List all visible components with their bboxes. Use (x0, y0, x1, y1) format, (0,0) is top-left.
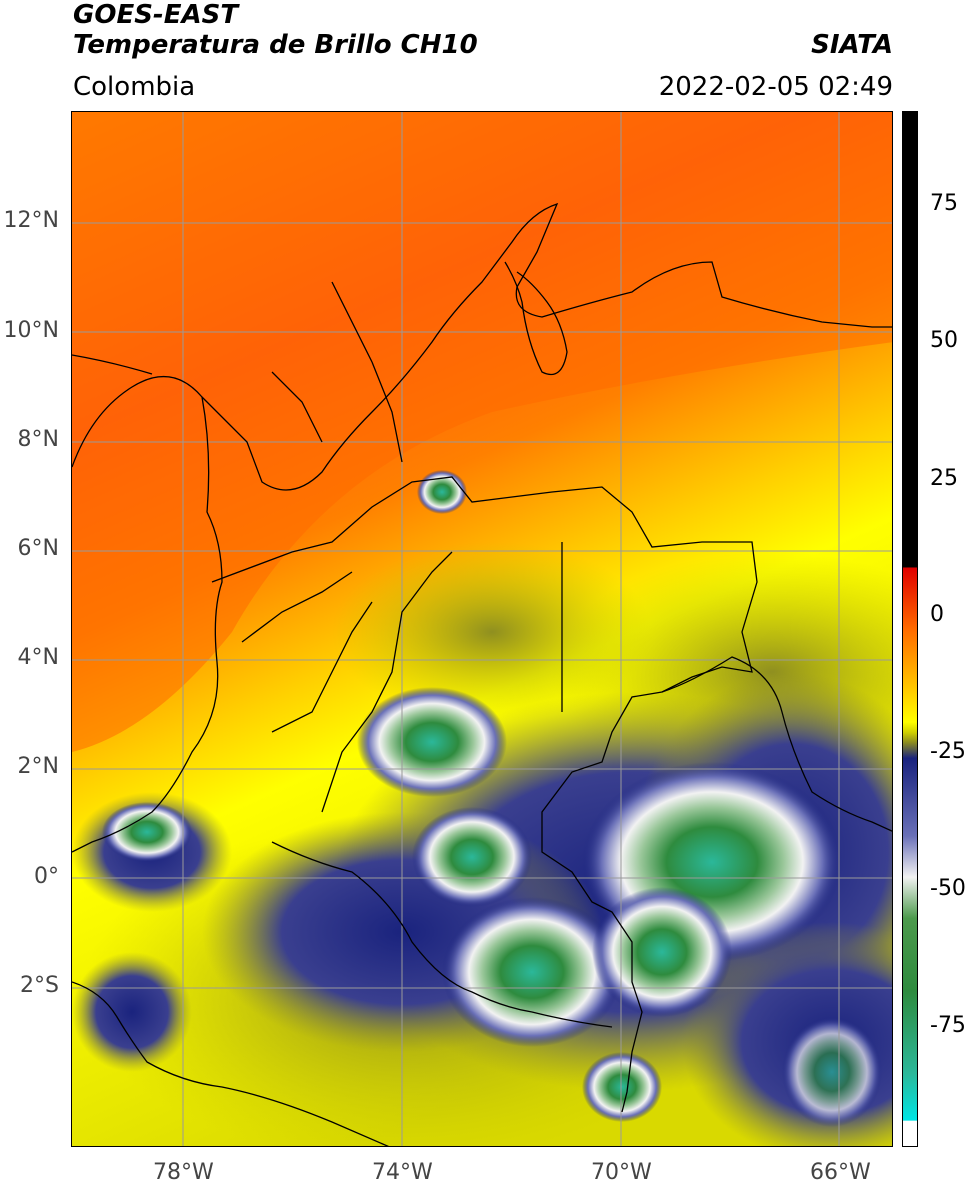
colorbar-tick: 25 (930, 466, 958, 491)
datetime-label: 2022-02-05 02:49 (658, 72, 893, 102)
colorbar-tick: 50 (930, 328, 958, 353)
brightness-temperature-map (71, 111, 893, 1147)
lon-label: 74°W (372, 1160, 433, 1185)
colorbar-tick: 0 (930, 602, 944, 627)
lon-label: 66°W (810, 1160, 871, 1185)
lon-label: 70°W (591, 1160, 652, 1185)
storm-core (592, 887, 732, 1017)
lat-label: 8°N (17, 427, 59, 452)
lat-label: 12°N (3, 208, 59, 233)
lat-label: 4°N (17, 645, 59, 670)
storm-core (442, 897, 622, 1047)
lat-label: 2°S (20, 973, 59, 998)
product-title: Temperatura de Brillo CH10 (73, 30, 478, 60)
storm-core (357, 687, 507, 797)
coastlines (72, 202, 892, 1146)
gridlines (72, 112, 892, 1146)
lat-label: 10°N (3, 318, 59, 343)
colorbar-tick: -75 (930, 1013, 966, 1038)
storm-core (102, 802, 192, 862)
colorbar-tick: -50 (930, 876, 966, 901)
colorbar (902, 111, 918, 1147)
storm-core (412, 807, 532, 907)
warm-region (72, 112, 892, 752)
region-label: Colombia (73, 72, 196, 102)
storm-core (782, 1017, 882, 1127)
colorbar-tick: 75 (930, 191, 958, 216)
map-canvas (72, 112, 892, 1146)
lat-label: 0° (34, 864, 59, 889)
colorbar-tick: -25 (930, 739, 966, 764)
cloud-cover (72, 952, 192, 1072)
colorbar-gradient (903, 112, 917, 1146)
storm-core (582, 1052, 662, 1122)
lon-label: 78°W (153, 1160, 214, 1185)
lat-label: 2°N (17, 754, 59, 779)
source-label: SIATA (811, 30, 893, 60)
lat-label: 6°N (17, 536, 59, 561)
olive-region (332, 542, 652, 722)
storm-core (417, 470, 467, 514)
satellite-title: GOES-EAST (73, 0, 239, 30)
